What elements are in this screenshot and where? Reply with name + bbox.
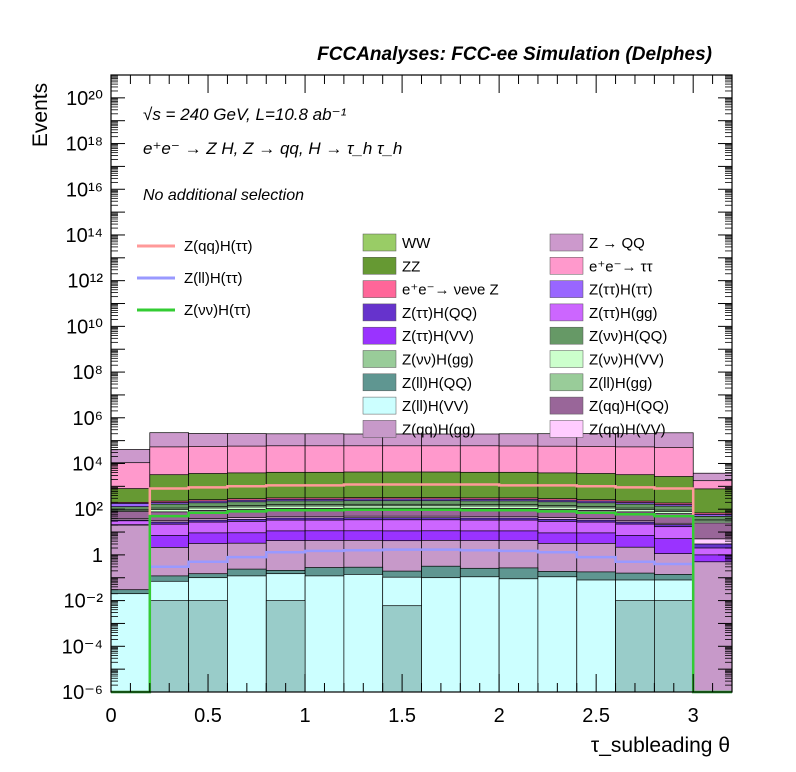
legend-swatch xyxy=(549,326,584,345)
bar xyxy=(537,576,578,693)
legend-label: Z(ll)H(gg) xyxy=(589,375,652,392)
bar xyxy=(265,600,306,693)
legend-swatch xyxy=(362,257,397,275)
bar xyxy=(421,577,461,693)
legend-swatch xyxy=(549,280,584,298)
series-line xyxy=(111,508,732,694)
legend-swatch xyxy=(362,303,397,322)
legend-label: Z(ll)H(QQ) xyxy=(402,375,472,392)
legend-swatch xyxy=(362,350,397,368)
legend-swatch xyxy=(362,233,397,252)
y-tick-label: 10² xyxy=(74,499,103,521)
legend-swatch xyxy=(549,350,584,368)
series-line xyxy=(111,548,732,694)
bar xyxy=(459,576,500,693)
axes: 0 0.5 1 1.5 2 2.5 3 10⁻⁶ 10⁻⁴ 10⁻² 1 10² 10⁴ 10⁶ 10⁸ 10… xyxy=(62,74,733,727)
bar xyxy=(110,593,151,693)
legend-label: Z(qq)H(gg) xyxy=(402,421,475,438)
bar xyxy=(227,575,267,693)
energy-lumi-label: √s = 240 GeV, L=10.8 ab⁻¹ xyxy=(143,105,347,124)
legend-label: Z(νν)H(QQ) xyxy=(589,328,667,345)
legend-label: Z(ττ)H(ττ) xyxy=(589,282,653,299)
legend-line-label: Z(qq)H(ττ) xyxy=(184,238,253,255)
legend-label: Z(qq)H(VV) xyxy=(589,421,666,438)
y-tick-label: 10⁻⁶ xyxy=(62,682,103,704)
y-axis-label: Events xyxy=(29,83,52,147)
legend-line-label: Z(νν)H(ττ) xyxy=(184,302,251,319)
legend-label: Z → QQ xyxy=(589,235,645,252)
selection-label: No additional selection xyxy=(143,187,304,204)
x-tick-label: 0 xyxy=(105,705,116,727)
bar xyxy=(654,600,694,693)
signal-lines xyxy=(111,483,732,694)
legend-swatch xyxy=(549,420,584,438)
legend-swatch xyxy=(362,396,397,415)
y-tick-label: 10¹⁶ xyxy=(66,179,103,201)
bar xyxy=(304,575,345,693)
x-tick-label: 1 xyxy=(300,705,311,727)
legend-swatch xyxy=(362,280,397,298)
y-tick-label: 10⁻² xyxy=(64,591,104,613)
process-label: e⁺e⁻ → Z H, Z → qq, H → τ_h τ_h xyxy=(143,139,402,158)
legend-label: Z(ll)H(VV) xyxy=(402,398,469,415)
legend-swatch xyxy=(362,326,397,345)
y-tick-label: 10¹⁰ xyxy=(66,316,103,338)
bar xyxy=(498,578,539,693)
legend-swatch xyxy=(549,257,584,275)
legend-label: Z(νν)H(gg) xyxy=(402,352,474,369)
legend-swatch xyxy=(549,233,584,252)
series-line xyxy=(111,483,732,694)
y-tick-label: 10¹⁸ xyxy=(66,134,103,156)
legend-label: ZZ xyxy=(402,258,420,275)
x-tick-label: 2.5 xyxy=(582,705,610,727)
legend-label: e⁺e⁻→ νeνe Z xyxy=(402,282,499,299)
x-axis-label: τ_subleading θ xyxy=(591,734,730,757)
y-tick-label: 10⁶ xyxy=(73,408,103,430)
bar xyxy=(576,579,616,693)
bar xyxy=(149,600,189,693)
stacked-bars xyxy=(110,432,733,693)
y-tick-label: 10²⁰ xyxy=(66,88,103,110)
legend-line-label: Z(ll)H(ττ) xyxy=(184,270,243,287)
legend-label: e⁺e⁻→ ττ xyxy=(589,258,653,275)
legend-label: WW xyxy=(402,235,431,252)
legend-label: Z(ττ)H(VV) xyxy=(402,328,474,345)
legend-swatch xyxy=(549,303,584,322)
legend: Z(qq)H(ττ) Z(ll)H(ττ) Z(νν)H(ττ) WW ZZ e⁺e⁻→ … xyxy=(137,233,669,438)
legend-label: Z(qq)H(QQ) xyxy=(589,398,669,415)
x-tick-label: 2 xyxy=(494,705,505,727)
legend-label: Z(νν)H(VV) xyxy=(589,352,664,369)
y-tick-label: 10⁴ xyxy=(72,453,103,475)
x-tick-label: 0.5 xyxy=(194,705,222,727)
y-tick-label: 10⁻⁴ xyxy=(62,636,103,658)
legend-swatch xyxy=(362,420,397,438)
y-tick-label: 10¹² xyxy=(67,271,103,293)
legend-swatch xyxy=(549,373,584,392)
bar xyxy=(343,574,384,693)
y-tick-label: 1 xyxy=(92,545,103,567)
bar xyxy=(615,600,655,693)
legend-swatch xyxy=(549,396,584,415)
legend-label: Z(ττ)H(QQ) xyxy=(402,305,477,322)
legend-label: Z(ττ)H(gg) xyxy=(589,305,658,322)
x-tick-label: 3 xyxy=(688,705,699,727)
chart-title: FCCAnalyses: FCC-ee Simulation (Delphes) xyxy=(317,44,712,65)
x-tick-label: 1.5 xyxy=(388,705,416,727)
legend-swatch xyxy=(362,373,397,392)
y-tick-label: 10⁸ xyxy=(72,362,103,384)
y-tick-label: 10¹⁴ xyxy=(66,225,104,247)
